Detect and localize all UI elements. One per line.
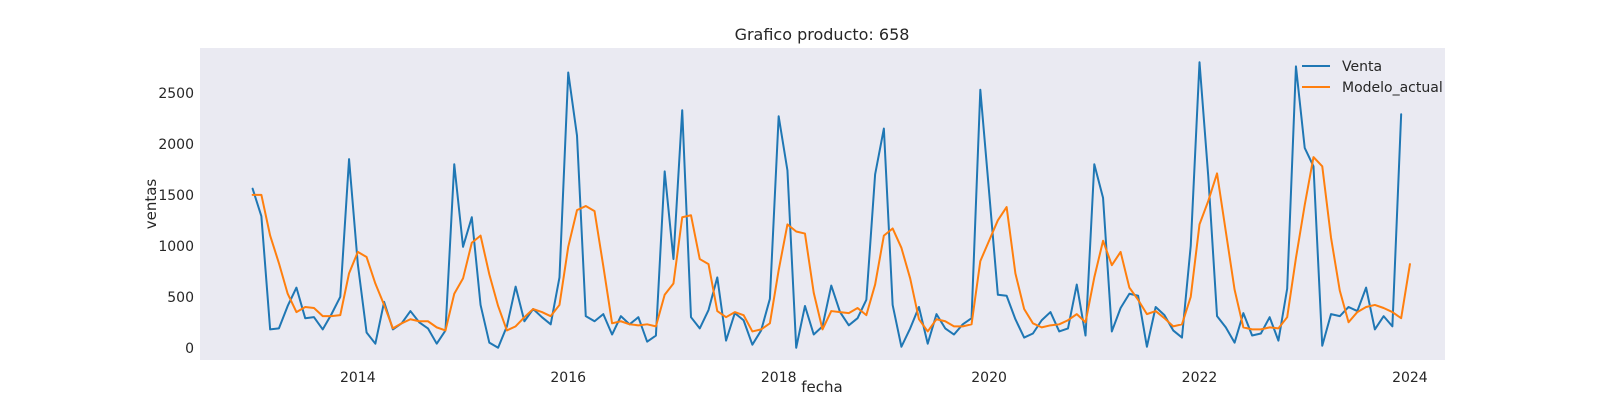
series-line-venta <box>251 61 1403 349</box>
y-tick-label: 2000 <box>158 137 194 153</box>
x-tick-label: 2016 <box>550 370 586 386</box>
x-tick-label: 2020 <box>971 370 1007 386</box>
y-tick-label: 0 <box>185 341 194 357</box>
y-tick-label: 1500 <box>158 188 194 204</box>
series-layer <box>251 61 1411 349</box>
x-tick-labels: 2014 2016 2018 2020 2022 2024 <box>340 370 1428 386</box>
y-tick-label: 1000 <box>158 239 194 255</box>
x-tick-label: 2014 <box>340 370 376 386</box>
chart-title: Grafico producto: 658 <box>735 25 910 44</box>
y-axis-label: ventas <box>142 179 160 230</box>
x-axis-label: fecha <box>801 378 842 396</box>
series-line-modelo-actual <box>251 156 1411 333</box>
x-tick-label: 2018 <box>761 370 797 386</box>
legend: Venta Modelo_actual <box>1302 59 1443 96</box>
x-tick-label: 2024 <box>1392 370 1428 386</box>
plot-area-background <box>200 48 1445 360</box>
y-tick-labels: 0 500 1000 1500 2000 2500 <box>158 86 194 357</box>
x-tick-label: 2022 <box>1182 370 1218 386</box>
y-tick-label: 500 <box>167 290 194 306</box>
legend-label-venta: Venta <box>1342 59 1382 75</box>
legend-label-modelo-actual: Modelo_actual <box>1342 80 1443 96</box>
y-tick-label: 2500 <box>158 86 194 102</box>
